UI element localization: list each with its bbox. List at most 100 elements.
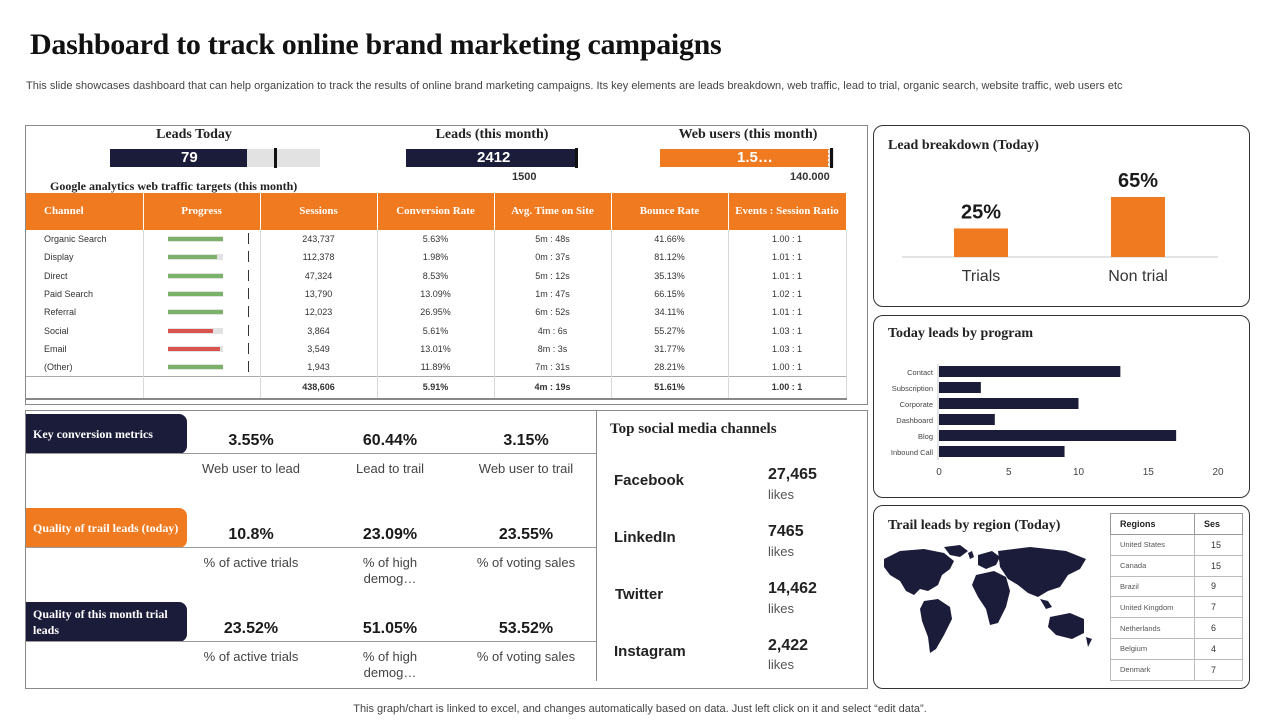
progress-bar	[144, 230, 260, 248]
metric-value: 60.44%	[362, 432, 418, 449]
region-header-name: Regions	[1110, 513, 1195, 535]
program-category-label: Subscription	[892, 384, 933, 393]
ga-sessions: 12,023	[260, 303, 378, 322]
social-unit: likes	[768, 601, 795, 616]
ga-row: Organic Search 243,737 5.63% 5m : 48s 41.66%…	[26, 230, 847, 249]
ga-total-channel	[26, 376, 144, 400]
ga-bounce: 81.12%	[611, 248, 729, 267]
ga-row: Display 112,378 1.98% 0m : 37s 81.12% 1.01 : …	[26, 248, 847, 267]
ga-header-sessions: Sessions	[260, 193, 378, 230]
social-name-linkedin: LinkedIn	[614, 529, 676, 546]
world-map	[884, 545, 1092, 653]
region-panel	[873, 505, 1250, 689]
metric-label: % of active trials	[203, 555, 299, 570]
progress-fill	[167, 328, 213, 333]
ga-channel: Referral	[26, 303, 144, 322]
ga-header-ratio: Events : Session Ratio	[728, 193, 847, 230]
ga-bounce: 35.13%	[611, 266, 729, 285]
leads-today-value: 79	[181, 149, 198, 166]
region-value: 7	[1194, 658, 1243, 681]
metric-label: Lead to trail	[356, 461, 424, 476]
program-bar	[939, 430, 1177, 441]
program-bar	[939, 414, 995, 425]
region-header-row: Regions Ses	[1110, 513, 1243, 535]
progress-target-marker	[247, 361, 249, 373]
lead-data-label-non-trial: 65%	[1118, 170, 1158, 192]
web-users-dashed-marker	[828, 150, 829, 166]
metric-value: 3.15%	[503, 432, 549, 449]
social-value-instagram: 2,422	[768, 637, 809, 654]
web-users-target-marker	[830, 148, 833, 168]
ga-header-time: Avg. Time on Site	[494, 193, 612, 230]
region-name: United Kingdom	[1110, 596, 1195, 619]
progress-fill	[167, 292, 223, 297]
ga-conversion: 11.89%	[377, 358, 495, 377]
program-bar	[939, 446, 1065, 457]
map-europe	[978, 551, 1000, 569]
ga-bounce: 41.66%	[611, 230, 729, 249]
lead-data-label-trials: 25%	[961, 201, 1001, 223]
lead-category-trials: Trials	[962, 268, 1001, 285]
ga-ratio: 1.02 : 1	[728, 284, 847, 304]
ga-sessions: 1,943	[260, 358, 378, 377]
web-traffic-panel	[25, 125, 868, 405]
metric-separator	[26, 453, 596, 454]
social-unit: likes	[768, 487, 795, 502]
ga-time: 5m : 12s	[494, 266, 612, 285]
ga-total-progress	[143, 376, 261, 400]
region-row: Netherlands 6	[1110, 617, 1243, 639]
ga-channel: Display	[26, 248, 144, 267]
metric-separator	[26, 547, 596, 548]
ga-progress	[143, 321, 261, 340]
trail-today-tag: Quality of trail leads (today)	[26, 508, 187, 548]
program-tick-label: 0	[936, 467, 942, 478]
social-unit: likes	[768, 657, 795, 672]
ga-table-title: Google analytics web traffic targets (th…	[50, 179, 298, 193]
conversion-metrics-panel	[25, 410, 868, 689]
ga-ratio: 1.00 : 1	[728, 358, 847, 377]
ga-row: (Other) 1,943 11.89% 7m : 31s 28.21% 1.00 : 1	[26, 358, 847, 377]
progress-bar	[144, 303, 260, 321]
progress-fill	[167, 310, 223, 315]
page-title: Dashboard to track online brand marketin…	[30, 28, 722, 61]
ga-sessions: 243,737	[260, 230, 378, 249]
map-north-america	[884, 549, 954, 595]
ga-conversion: 8.53%	[377, 266, 495, 285]
ga-conversion: 26.95%	[377, 303, 495, 322]
region-row: Belgium 4	[1110, 637, 1243, 660]
metric-value: 51.05%	[362, 620, 418, 637]
ga-bounce: 28.21%	[611, 358, 729, 377]
region-header-value: Ses	[1194, 513, 1243, 535]
ga-conversion: 5.61%	[377, 321, 495, 340]
ga-ratio: 1.00 : 1	[728, 230, 847, 249]
progress-bar	[144, 322, 260, 340]
ga-conversion: 13.09%	[377, 284, 495, 304]
program-category-label: Inbound Call	[891, 448, 933, 457]
ga-time: 0m : 37s	[494, 248, 612, 267]
ga-conversion: 13.01%	[377, 339, 495, 359]
ga-time: 1m : 47s	[494, 284, 612, 304]
ga-sessions: 13,790	[260, 284, 378, 304]
program-category-label: Blog	[918, 432, 933, 441]
ga-channel: Organic Search	[26, 230, 144, 249]
progress-bar	[144, 340, 260, 358]
metric-separator	[26, 641, 596, 642]
progress-bar	[144, 267, 260, 285]
region-value: 6	[1194, 617, 1243, 639]
map-uk	[968, 551, 974, 559]
map-new-zealand	[1086, 637, 1092, 647]
social-name-instagram: Instagram	[614, 643, 686, 660]
social-name-facebook: Facebook	[614, 472, 685, 489]
ga-ratio: 1.01 : 1	[728, 266, 847, 285]
region-name: Netherlands	[1110, 617, 1195, 639]
ga-total-bounce: 51.61%	[611, 376, 729, 400]
leads-month-label: Leads (this month)	[435, 127, 549, 142]
web-users-fill	[660, 149, 829, 167]
lead-category-non-trial: Non trial	[1108, 268, 1168, 285]
ga-row: Email 3,549 13.01% 8m : 3s 31.77% 1.03 : 1	[26, 339, 847, 359]
program-bar	[939, 366, 1121, 377]
ga-bounce: 55.27%	[611, 321, 729, 340]
lead-breakdown-chart: 25% 65% Trials Non trial	[902, 170, 1218, 285]
metric-label: % of voting sales	[476, 649, 576, 664]
map-australia	[1048, 613, 1084, 639]
